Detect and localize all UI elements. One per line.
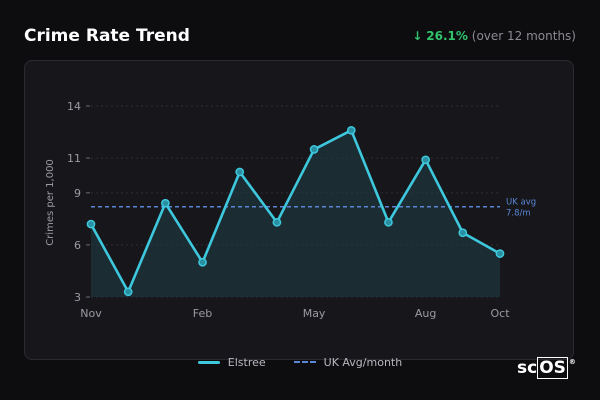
- change-indicator: ↓ 26.1% (over 12 months): [412, 29, 576, 43]
- x-tick-label: May: [303, 307, 326, 320]
- data-point: [346, 125, 356, 135]
- change-value: 26.1%: [426, 29, 468, 43]
- data-point: [421, 155, 430, 165]
- x-tick-label: Oct: [490, 307, 510, 320]
- y-tick-label: 3: [74, 291, 81, 304]
- brand-logo: sc OS ®: [517, 357, 576, 379]
- x-tick-label: Nov: [80, 307, 102, 320]
- data-point: [384, 217, 393, 227]
- change-period: (over 12 months): [471, 29, 576, 43]
- y-tick-label: 11: [67, 152, 81, 165]
- legend-item-elstree[interactable]: Elstree: [197, 355, 266, 369]
- data-point: [86, 219, 96, 229]
- data-point: [198, 257, 207, 267]
- chart-title: Crime Rate Trend: [24, 26, 190, 46]
- y-axis-label: Crimes per 1,000: [45, 159, 56, 246]
- series-line-elstree: [89, 129, 502, 294]
- data-point: [272, 217, 282, 227]
- chart-legend: Elstree UK Avg/month: [0, 354, 600, 370]
- data-point: [458, 228, 468, 238]
- uk-avg-value-label: 7.8/m: [506, 209, 531, 219]
- legend-item-uk-avg[interactable]: UK Avg/month: [293, 355, 403, 369]
- data-point: [161, 198, 170, 208]
- data-point: [235, 167, 245, 177]
- data-point: [495, 249, 505, 258]
- x-tick-label: Aug: [415, 307, 436, 320]
- data-point: [309, 145, 319, 154]
- legend-swatch-dashed: [293, 361, 316, 363]
- down-arrow-icon: ↓: [412, 29, 423, 43]
- y-tick-label: 14: [67, 100, 81, 113]
- x-tick-label: Feb: [193, 307, 212, 320]
- series-area-elstree: [91, 130, 500, 297]
- y-tick-label: 9: [74, 187, 81, 200]
- legend-label-elstree: Elstree: [227, 355, 266, 369]
- legend-swatch-solid: [197, 360, 220, 364]
- data-point: [123, 287, 133, 297]
- uk-avg-label: UK avg: [506, 198, 536, 208]
- legend-label-uk-avg: UK Avg/month: [323, 355, 403, 369]
- y-tick-label: 6: [74, 239, 81, 252]
